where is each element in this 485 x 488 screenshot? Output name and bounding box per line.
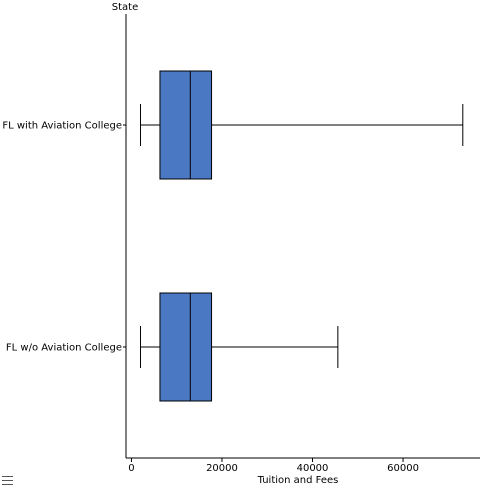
y-axis-title: State (112, 2, 138, 13)
hamburger-menu-icon[interactable] (2, 476, 13, 485)
iqr-box (159, 292, 213, 402)
x-axis-ticks: 0 20000 40000 60000 (128, 458, 419, 474)
x-tick-label: 60000 (387, 463, 419, 474)
y-tick-label: FL w/o Aviation College (6, 343, 122, 354)
x-tick-label: 40000 (297, 463, 329, 474)
x-tick-label: 0 (128, 463, 134, 474)
x-tick-label: 20000 (206, 463, 238, 474)
y-tick-label: FL with Aviation College (2, 121, 122, 132)
iqr-box (159, 70, 213, 180)
boxes-group (139, 70, 464, 402)
x-axis-title: Tuition and Fees (257, 475, 339, 486)
